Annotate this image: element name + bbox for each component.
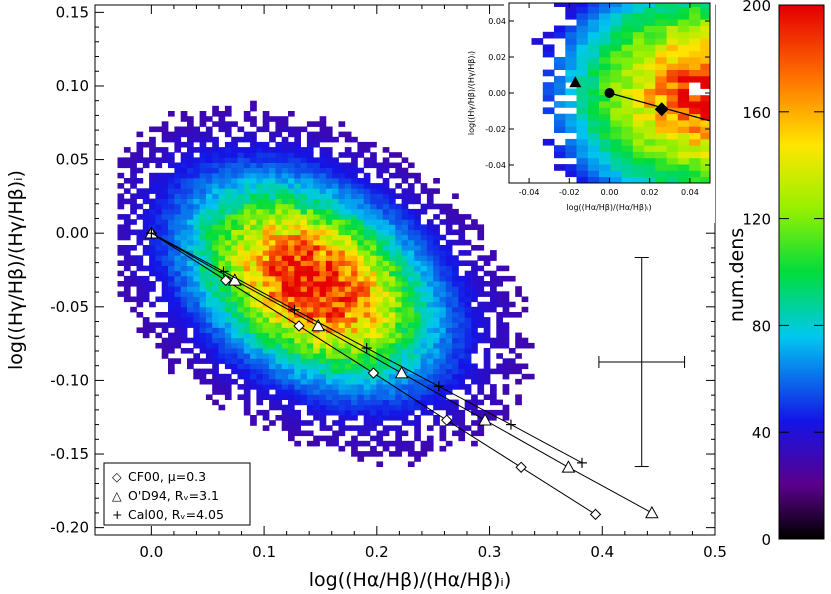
inset-x-tick-label: -0.04: [519, 188, 540, 197]
inset-y-tick-label: 0.00: [488, 89, 506, 98]
x-tick-label: 0.2: [365, 543, 389, 561]
legend: ◇ CF00, μ=0.3 △ O'D94, Rᵥ=3.1 + Cal00, Rᵥ=4.0…: [103, 462, 251, 526]
inset-markers: [569, 76, 710, 122]
y-tick-label: 0.10: [56, 77, 89, 95]
inset-y-tick-label: 0.02: [488, 53, 506, 62]
y-tick-label: -0.05: [50, 298, 89, 316]
inset-x-ticks: -0.04 -0.02 0.00 0.02 0.04: [519, 3, 699, 197]
legend-box: [103, 462, 251, 526]
track-point-diamond: [220, 274, 232, 287]
error-bar: [598, 256, 686, 468]
track-point-plus: [576, 457, 587, 468]
track-point-diamond: [441, 414, 453, 426]
legend-symbol: △: [112, 488, 122, 503]
track-point-plus: [361, 343, 372, 354]
colorbar-gradient: [779, 5, 824, 540]
track-point-plus: [218, 266, 229, 277]
inset-y-tick-label: 0.04: [488, 17, 506, 26]
track-point-triangle: [478, 413, 492, 426]
track-point-triangle: [311, 318, 326, 332]
track-point-triangle: [645, 505, 659, 519]
colorbar-tick-label: 40: [752, 424, 771, 442]
track-point-diamond: [515, 461, 527, 473]
track-point-plus: [505, 419, 516, 430]
legend-entry: CF00, μ=0.3: [128, 469, 206, 484]
inset-x-title: log((Hα/Hβ)/(Hα/Hβ)ᵢ): [566, 203, 651, 212]
inset-y-tick-label: -0.02: [485, 125, 506, 134]
inset-histogram: [531, 3, 710, 183]
y-tick-label: 0.15: [56, 3, 89, 21]
colorbar-ticks: 0 40 80 120 160 200: [742, 0, 824, 549]
track-point-triangle: [561, 460, 576, 473]
y-axis-title: log((Hγ/Hβ)/(Hγ/Hβ)ᵢ): [5, 170, 27, 370]
inset-y-title: log((Hγ/Hβ)/(Hγ/Hβ)ᵢ): [467, 51, 476, 135]
colorbar-tick-label: 120: [742, 211, 771, 229]
colorbar-tick-label: 80: [752, 317, 771, 335]
y-tick-label: -0.10: [50, 371, 89, 389]
track-point-diamond: [293, 320, 305, 332]
inset-x-tick-label: -0.02: [559, 188, 580, 197]
colorbar-tick-label: 160: [742, 104, 771, 122]
track-point-plus: [146, 228, 157, 239]
x-tick-label: 0.0: [139, 543, 163, 561]
y-tick-label: 0.00: [56, 224, 89, 242]
main-plot-frame: [94, 4, 716, 536]
density-histogram: [117, 100, 535, 467]
main-plot: 0.0 0.1 0.2 0.3 0.4 0.5 -0.20 -0.15 -0.10 -0.05 0…: [5, 3, 727, 591]
y-tick-label: -0.15: [50, 445, 89, 463]
inset-x-tick-label: 0.02: [641, 188, 659, 197]
y-tick-label: 0.05: [56, 151, 89, 169]
y-tick-label: -0.20: [50, 519, 89, 537]
x-tick-label: 0.5: [703, 543, 727, 561]
track-point-plus: [433, 381, 444, 392]
track-point-diamond: [367, 367, 380, 379]
model-tracks: [144, 226, 659, 521]
inset-x-tick-label: 0.00: [601, 188, 619, 197]
colorbar-tick-label: 200: [742, 0, 771, 15]
track-point-plus: [289, 304, 300, 315]
legend-symbol: +: [112, 507, 122, 522]
colorbar: 0 40 80 120 160 200 num.dens: [726, 0, 825, 549]
legend-entry: O'D94, Rᵥ=3.1: [128, 488, 219, 503]
x-axis-title: log((Hα/Hβ)/(Hα/Hβ)ᵢ): [309, 569, 512, 591]
x-axis-ticks: 0.0 0.1 0.2 0.3 0.4 0.5: [139, 5, 727, 561]
inset-marker-triangle: [569, 76, 582, 88]
inset-marker-circle: [604, 88, 615, 98]
colorbar-frame: [778, 4, 825, 540]
inset-y-tick-label: -0.04: [485, 161, 506, 170]
track-point-triangle: [394, 366, 409, 379]
colorbar-tick-label: 0: [761, 531, 771, 549]
legend-entry: Cal00, Rᵥ=4.05: [128, 507, 224, 522]
inset-marker-diamond: [654, 102, 669, 117]
y-axis-ticks: -0.20 -0.15 -0.10 -0.05 0.00 0.05 0.10 0.15: [50, 3, 715, 537]
inset-plot: -0.04 -0.02 0.00 0.02 0.04 -0.04 -0.02 0.00 0.0…: [467, 1, 715, 223]
colorbar-label: num.dens: [726, 228, 748, 322]
track-point-diamond: [589, 508, 602, 521]
legend-symbol: ◇: [112, 469, 122, 484]
inset-y-ticks: -0.04 -0.02 0.00 0.02 0.04: [485, 17, 710, 170]
inset-x-tick-label: 0.04: [681, 188, 699, 197]
x-tick-label: 0.1: [252, 543, 276, 561]
x-tick-label: 0.4: [590, 543, 614, 561]
x-tick-label: 0.3: [478, 543, 502, 561]
